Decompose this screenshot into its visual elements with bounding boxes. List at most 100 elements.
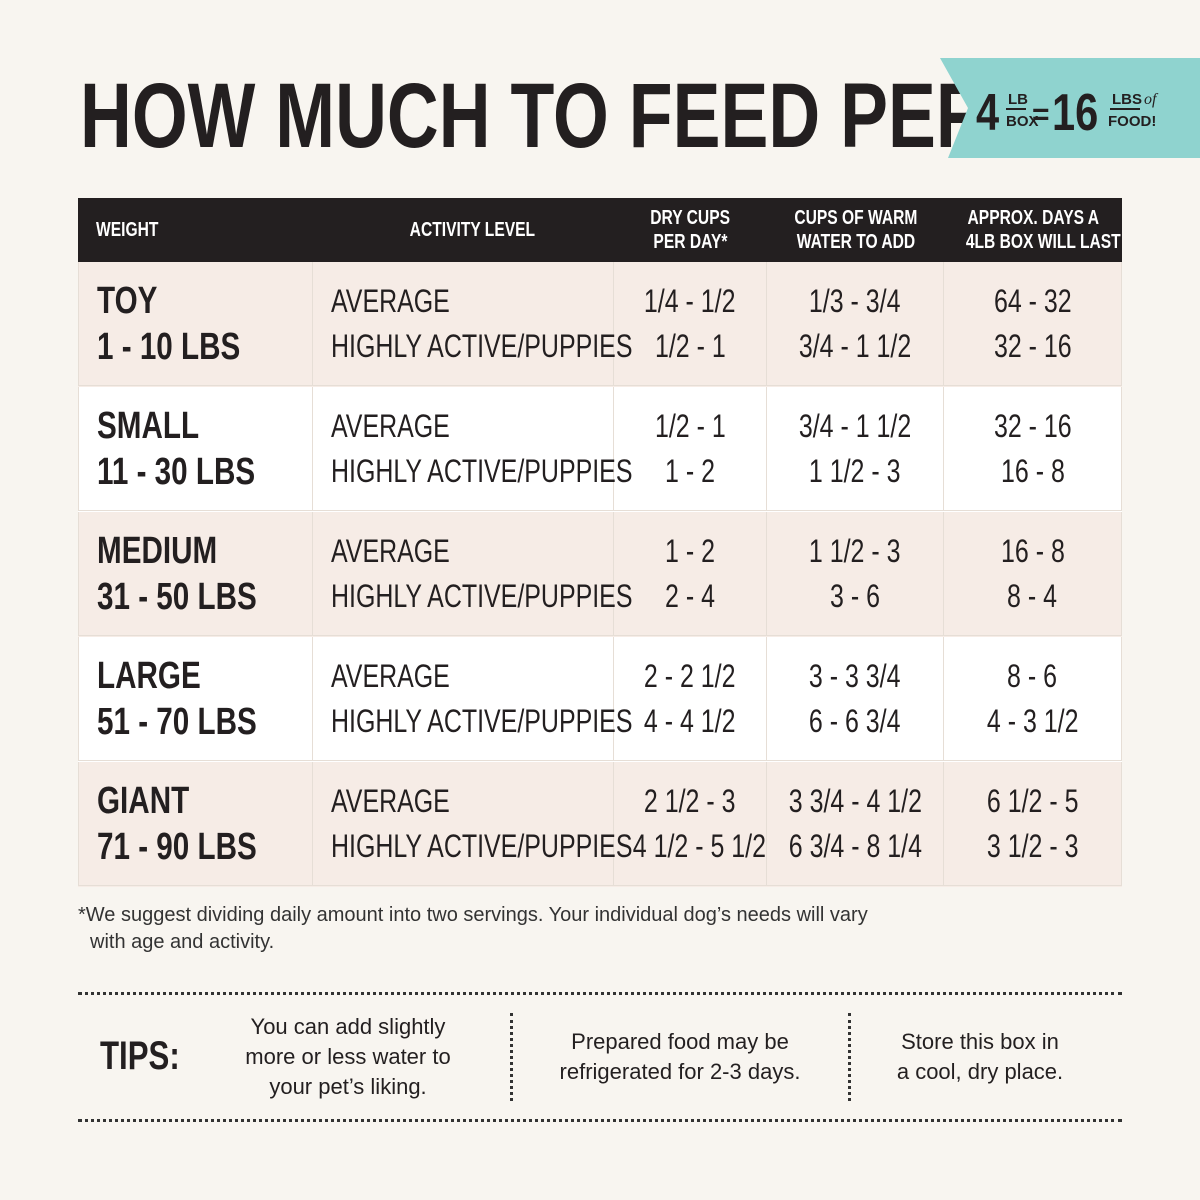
weight-weight: 11 - 30 LBS <box>97 450 256 493</box>
water-cell: 1 1/2 - 3 3 - 6 <box>767 512 944 636</box>
days-line: 3 1/2 - 3 <box>944 824 1121 869</box>
water-line: 3/4 - 1 1/2 <box>767 324 943 369</box>
footnote: *We suggest dividing daily amount into t… <box>78 902 868 956</box>
days-value: 32 - 16 <box>993 407 1072 444</box>
days-line: 8 - 4 <box>944 574 1121 619</box>
water-cell: 3/4 - 1 1/2 1 1/2 - 3 <box>767 387 944 511</box>
weight-size: MEDIUM <box>97 529 218 572</box>
dry-value: 2 - 2 1/2 <box>644 657 736 694</box>
table-row: GIANT 71 - 90 LBS AVERAGE HIGHLY ACTIVE/PUP… <box>78 762 1122 887</box>
header-text: PER DAY* <box>653 231 728 253</box>
days-value: 8 - 6 <box>1007 657 1058 694</box>
header-line: WEIGHT <box>96 218 313 242</box>
table-row: LARGE 51 - 70 LBS AVERAGE HIGHLY ACTIVE/PUP… <box>78 637 1122 762</box>
tips-label-text: TIPS: <box>100 1034 180 1078</box>
levels-cell: AVERAGE HIGHLY ACTIVE/PUPPIES <box>313 262 632 386</box>
tip: Store this box in a cool, dry place. <box>858 995 1102 1119</box>
water-cell: 3 - 3 3/4 6 - 6 3/4 <box>767 637 944 761</box>
levels-value: AVERAGE <box>331 407 450 444</box>
weight-line: 51 - 70 LBS <box>97 699 312 745</box>
badge-number: 4 <box>976 83 999 142</box>
tip-line: You can add slightly <box>250 1014 446 1039</box>
footnote-line: *We suggest dividing daily amount into t… <box>78 904 868 926</box>
days-value: 3 1/2 - 3 <box>986 827 1079 864</box>
weight-size: LARGE <box>97 654 201 697</box>
header-cell: APPROX. DAYS A 4LB BOX WILL LAST <box>944 198 1122 262</box>
levels-line: HIGHLY ACTIVE/PUPPIES <box>331 574 632 619</box>
levels-cell: AVERAGE HIGHLY ACTIVE/PUPPIES <box>313 637 632 761</box>
header-cell: WEIGHT <box>78 198 313 262</box>
footnote-line: with age and activity. <box>90 931 275 953</box>
levels-value: AVERAGE <box>331 282 450 319</box>
badge-number: 16 <box>1052 83 1098 142</box>
weight-line: LARGE <box>97 653 312 699</box>
days-cell: 6 1/2 - 5 3 1/2 - 3 <box>944 762 1122 886</box>
days-line: 32 - 16 <box>944 324 1121 369</box>
dry-cell: 1/4 - 1/2 1/2 - 1 <box>614 262 767 386</box>
dry-line: 1 - 2 <box>614 449 766 494</box>
table-row: SMALL 11 - 30 LBS AVERAGE HIGHLY ACTIVE/PUP… <box>78 387 1122 512</box>
days-cell: 8 - 6 4 - 3 1/2 <box>944 637 1122 761</box>
tip-line: Store this box in <box>901 1029 1059 1054</box>
weight-cell: LARGE 51 - 70 LBS <box>78 637 313 761</box>
dry-value: 4 - 4 1/2 <box>644 702 736 739</box>
header-text: CUPS OF WARM <box>793 207 918 229</box>
tip-line: refrigerated for 2-3 days. <box>559 1059 801 1084</box>
weight-cell: SMALL 11 - 30 LBS <box>78 387 313 511</box>
dry-line: 1/4 - 1/2 <box>614 279 766 324</box>
water-value: 6 3/4 - 8 1/4 <box>788 827 922 864</box>
tips-label: TIPS: <box>100 1033 202 1079</box>
weight-size: SMALL <box>97 404 200 447</box>
water-line: 6 - 6 3/4 <box>767 699 943 744</box>
dry-value: 1 - 2 <box>665 452 715 489</box>
header-line: CUPS OF WARM <box>767 206 944 230</box>
levels-value: HIGHLY ACTIVE/PUPPIES <box>331 327 633 364</box>
dry-value: 1/2 - 1 <box>654 407 726 444</box>
water-value: 3 3/4 - 4 1/2 <box>788 782 922 819</box>
levels-cell: AVERAGE HIGHLY ACTIVE/PUPPIES <box>313 762 632 886</box>
badge-of: of <box>1144 91 1159 108</box>
levels-value: AVERAGE <box>331 657 450 694</box>
tip-separator <box>510 1013 513 1101</box>
badge-unit: BOX <box>1006 113 1039 130</box>
weight-cell: TOY 1 - 10 LBS <box>78 262 313 386</box>
header-line: DRY CUPS <box>614 206 767 230</box>
table-row: MEDIUM 31 - 50 LBS AVERAGE HIGHLY ACTIVE/PU… <box>78 512 1122 637</box>
water-line: 3/4 - 1 1/2 <box>767 404 943 449</box>
badge: 4 LB BOX = 16 LBS of FOOD! <box>940 58 1200 158</box>
water-value: 3/4 - 1 1/2 <box>798 407 912 444</box>
days-line: 16 - 8 <box>944 449 1121 494</box>
tip: Prepared food may be refrigerated for 2-3… <box>528 995 832 1119</box>
days-value: 16 - 8 <box>1000 532 1065 569</box>
water-cell: 1/3 - 3/4 3/4 - 1 1/2 <box>767 262 944 386</box>
weight-weight: 31 - 50 LBS <box>97 575 257 618</box>
header-line: WATER TO ADD <box>767 230 944 254</box>
header-line: 4LB BOX WILL LAST <box>944 230 1122 254</box>
header-line: PER DAY* <box>614 230 767 254</box>
days-line: 8 - 6 <box>944 654 1121 699</box>
header-text: ACTIVITY LEVEL <box>409 219 536 241</box>
tips-box: TIPS: You can add slightly more or less wa… <box>78 992 1122 1122</box>
weight-line: MEDIUM <box>97 528 312 574</box>
days-value: 32 - 16 <box>993 327 1072 364</box>
levels-line: AVERAGE <box>331 654 613 699</box>
levels-value: AVERAGE <box>331 532 450 569</box>
dry-cell: 2 1/2 - 3 4 1/2 - 5 1/2 <box>614 762 767 886</box>
weight-line: 1 - 10 LBS <box>97 324 312 370</box>
header-text: APPROX. DAYS A <box>967 207 1099 229</box>
levels-cell: AVERAGE HIGHLY ACTIVE/PUPPIES <box>313 387 632 511</box>
badge-unit: LB <box>1008 91 1028 108</box>
water-line: 3 - 6 <box>767 574 943 619</box>
dry-line: 2 1/2 - 3 <box>614 779 766 824</box>
dry-value: 1/2 - 1 <box>654 327 726 364</box>
water-value: 1 1/2 - 3 <box>809 452 901 489</box>
weight-line: TOY <box>97 278 312 324</box>
days-line: 16 - 8 <box>944 529 1121 574</box>
levels-value: HIGHLY ACTIVE/PUPPIES <box>331 452 633 489</box>
dry-cell: 2 - 2 1/2 4 - 4 1/2 <box>614 637 767 761</box>
days-cell: 16 - 8 8 - 4 <box>944 512 1122 636</box>
table-row: TOY 1 - 10 LBS AVERAGE HIGHLY ACTIVE/PUPPIE… <box>78 262 1122 387</box>
tip-line: Prepared food may be <box>571 1029 789 1054</box>
